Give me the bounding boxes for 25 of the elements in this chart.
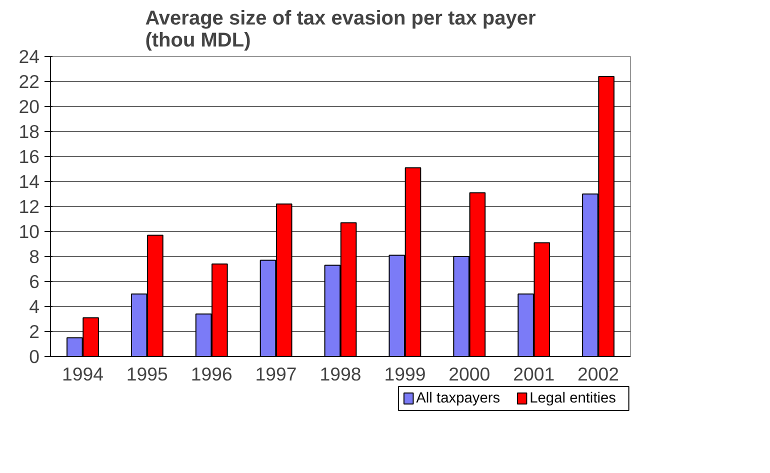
y-tick-label: 20 [18,96,40,117]
x-tick-label: 1994 [62,364,104,384]
y-tick-label: 2 [29,321,40,342]
y-tick-label: 22 [18,71,40,92]
x-tick-label: 2001 [513,364,555,384]
y-tick-label: 18 [18,121,40,142]
x-tick-label: 1996 [190,364,232,384]
chart-title: Average size of tax evasion per tax payer (thou MDL) [145,8,536,52]
x-tick-label: 1998 [320,364,362,384]
x-tick-label: 2000 [448,364,490,384]
legend-label: All taxpayers [416,390,500,406]
legend-label: Legal entities [530,390,616,406]
x-tick-label: 2002 [578,364,620,384]
y-tick-label: 4 [29,296,40,317]
y-tick-label: 16 [18,146,40,167]
y-tick-label: 0 [29,346,40,367]
y-tick-label: 8 [29,246,40,267]
x-tick-label: 1995 [126,364,168,384]
y-tick-label: 10 [18,221,40,242]
y-tick-label: 14 [18,171,40,192]
x-tick-label: 1999 [384,364,426,384]
x-tick-label: 1997 [255,364,297,384]
y-tick-label: 6 [29,271,40,292]
y-tick-label: 24 [18,46,40,67]
y-tick-label: 12 [18,196,40,217]
